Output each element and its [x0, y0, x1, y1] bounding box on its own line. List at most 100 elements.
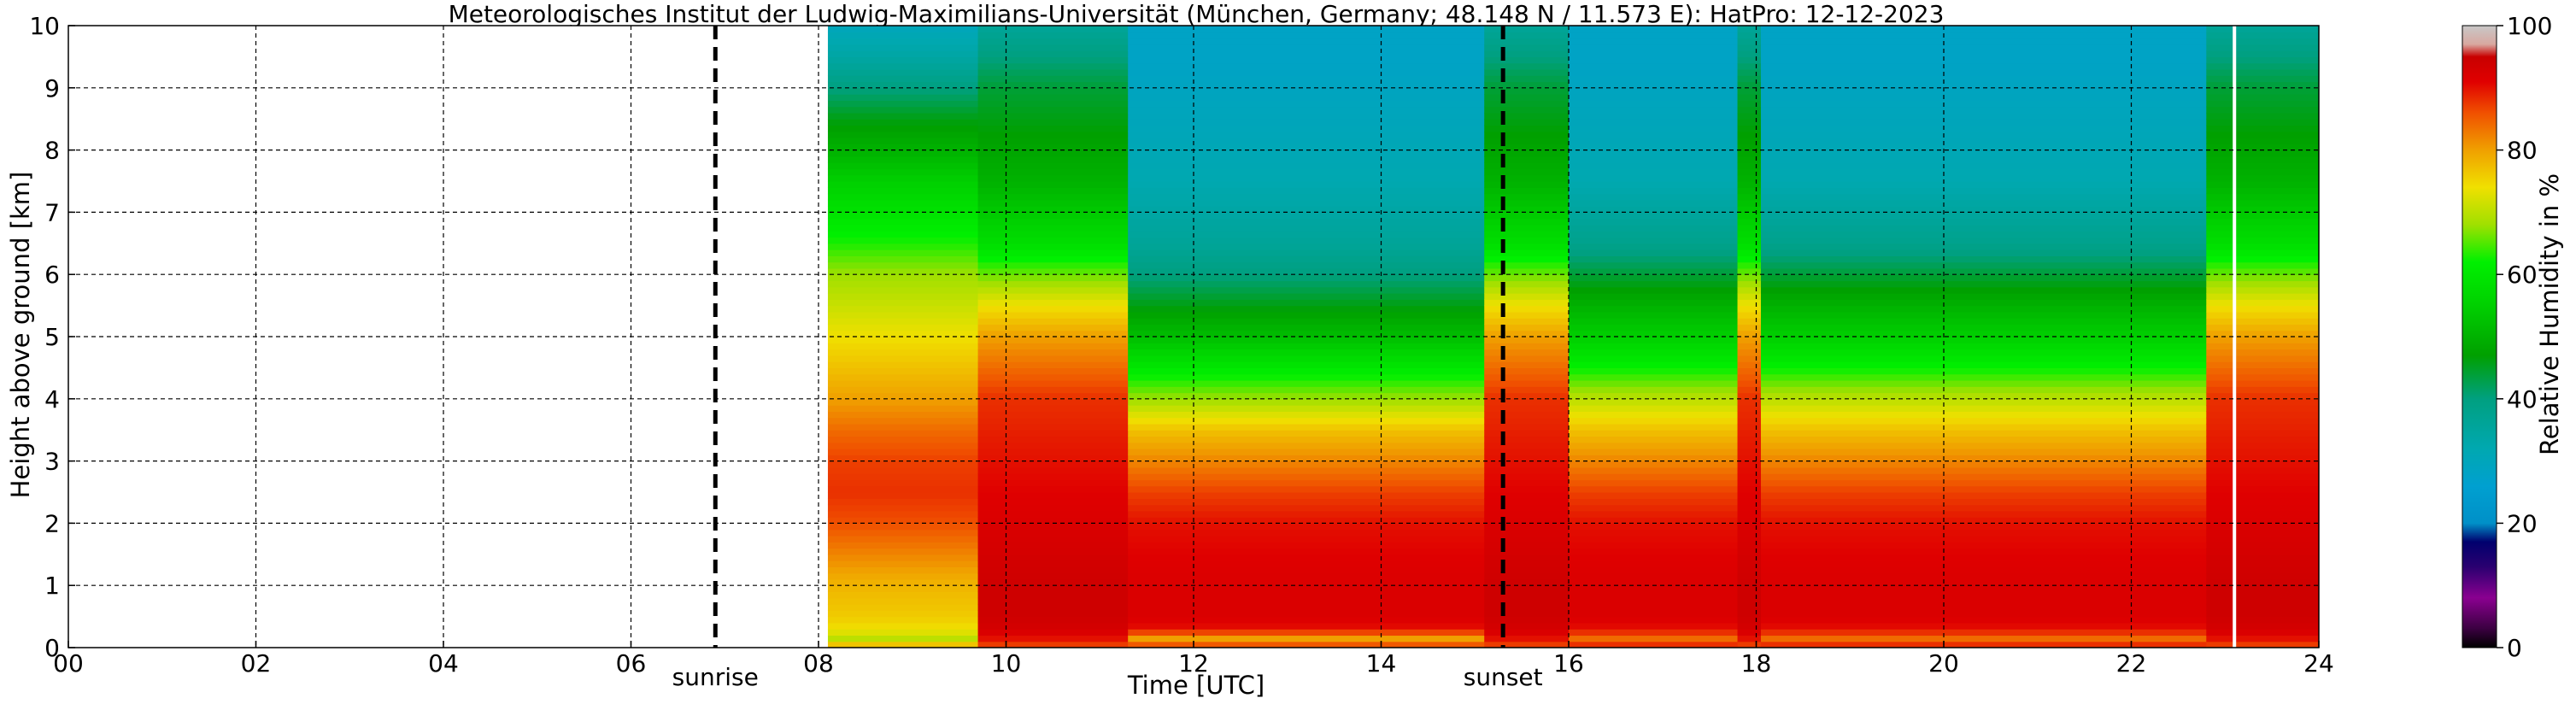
heatmap-cell: [2206, 361, 2319, 368]
heatmap-cell: [1484, 62, 1570, 70]
heatmap-cell: [827, 361, 979, 368]
heatmap-cell: [977, 604, 1129, 611]
heatmap-cell: [1569, 224, 1739, 232]
heatmap-cell: [827, 106, 979, 114]
x-axis-ticks: 00 02 04 06 08 10 12 14 16 18 20 22 24: [53, 641, 2334, 678]
heatmap-cell: [827, 249, 979, 256]
heatmap-cell: [1128, 305, 1485, 313]
heatmap-cell: [1569, 87, 1739, 95]
heatmap-cell: [1569, 578, 1739, 586]
heatmap-cell: [1484, 423, 1570, 431]
heatmap-cell: [1760, 318, 2207, 326]
heatmap-cell: [1737, 224, 1762, 232]
heatmap-cell: [2206, 542, 2319, 549]
heatmap-cell: [1760, 87, 2207, 95]
heatmap-cell: [977, 343, 1129, 350]
x-tick-label: 20: [1928, 649, 1959, 678]
heatmap-cell: [1737, 504, 1762, 512]
heatmap-cell: [1128, 56, 1485, 64]
heatmap-cell: [1737, 392, 1762, 400]
heatmap-cell: [1569, 75, 1739, 83]
heatmap-cell: [1484, 343, 1570, 350]
heatmap-cell: [1484, 150, 1570, 157]
heatmap-cell: [1569, 311, 1739, 319]
heatmap-cell: [1737, 286, 1762, 294]
heatmap-cell: [977, 168, 1129, 176]
heatmap-cell: [1484, 155, 1570, 163]
heatmap-cell: [827, 411, 979, 419]
heatmap-cell: [1760, 449, 2207, 455]
y-axis-label: Height above ground [km]: [6, 172, 35, 499]
heatmap-cell: [2206, 517, 2319, 524]
heatmap-cell: [1484, 68, 1570, 76]
heatmap-cell: [1484, 286, 1570, 294]
colorbar-gradient: [2462, 26, 2497, 648]
heatmap-cell: [2206, 554, 2319, 561]
heatmap-cell: [1569, 50, 1739, 57]
heatmap-cell: [1128, 44, 1485, 51]
heatmap-cell: [2206, 629, 2319, 637]
heatmap-cell: [1760, 144, 2207, 151]
heatmap-cell: [1737, 100, 1762, 108]
heatmap-cell: [1128, 144, 1485, 151]
heatmap-cell: [1484, 355, 1570, 362]
heatmap-cell: [1569, 243, 1739, 250]
heatmap-cell: [1484, 405, 1570, 412]
heatmap-cell: [1737, 94, 1762, 101]
heatmap-cell: [1128, 81, 1485, 89]
heatmap-cell: [827, 535, 979, 543]
heatmap-cell: [1737, 449, 1762, 455]
heatmap-cell: [1484, 479, 1570, 487]
heatmap-cell: [2206, 392, 2319, 400]
heatmap-cell: [1569, 510, 1739, 518]
heatmap-cell: [827, 337, 979, 343]
heatmap-cell: [1484, 379, 1570, 387]
heatmap-cell: [977, 392, 1129, 400]
heatmap-cell: [1760, 510, 2207, 518]
heatmap-cell: [977, 641, 1129, 648]
heatmap-cell: [1760, 243, 2207, 250]
heatmap-cell: [1128, 293, 1485, 300]
colorbar-tick-label: 60: [2507, 261, 2538, 289]
heatmap-cell: [1128, 386, 1485, 394]
heatmap-cell: [1569, 616, 1739, 624]
heatmap-cell: [2206, 430, 2319, 437]
heatmap-cell: [1569, 318, 1739, 326]
heatmap-cell: [1128, 473, 1485, 481]
heatmap-cell: [1569, 485, 1739, 493]
heatmap-cell: [1484, 635, 1570, 642]
heatmap-cell: [827, 50, 979, 57]
heatmap-cell: [1737, 324, 1762, 331]
heatmap-cell: [1128, 324, 1485, 331]
heatmap-cell: [1128, 485, 1485, 493]
heatmap-cell: [1484, 591, 1570, 599]
heatmap-cell: [827, 485, 979, 493]
heatmap-cell: [1484, 206, 1570, 213]
heatmap-cell: [977, 243, 1129, 250]
heatmap-cell: [1760, 517, 2207, 524]
heatmap-cell: [1569, 597, 1739, 605]
heatmap-cell: [827, 100, 979, 108]
heatmap-cell: [977, 100, 1129, 108]
heatmap-cell: [2206, 106, 2319, 114]
heatmap-cell: [1128, 343, 1485, 350]
heatmap-cell: [1569, 168, 1739, 176]
heatmap-cell: [1128, 243, 1485, 250]
heatmap-cell: [1737, 529, 1762, 537]
heatmap-cell: [1569, 442, 1739, 449]
heatmap-cell: [2206, 367, 2319, 375]
heatmap-cell: [1128, 106, 1485, 114]
heatmap-cell: [1128, 75, 1485, 83]
heatmap-cell: [977, 318, 1129, 326]
heatmap-cell: [827, 386, 979, 394]
heatmap-cell: [827, 455, 979, 462]
heatmap-cell: [977, 193, 1129, 201]
heatmap-cell: [977, 94, 1129, 101]
heatmap-cell: [2206, 249, 2319, 256]
heatmap-cell: [1569, 591, 1739, 599]
heatmap-cell: [977, 517, 1129, 524]
heatmap-cell: [977, 337, 1129, 343]
heatmap-cell: [1737, 641, 1762, 648]
heatmap-cell: [1484, 542, 1570, 549]
